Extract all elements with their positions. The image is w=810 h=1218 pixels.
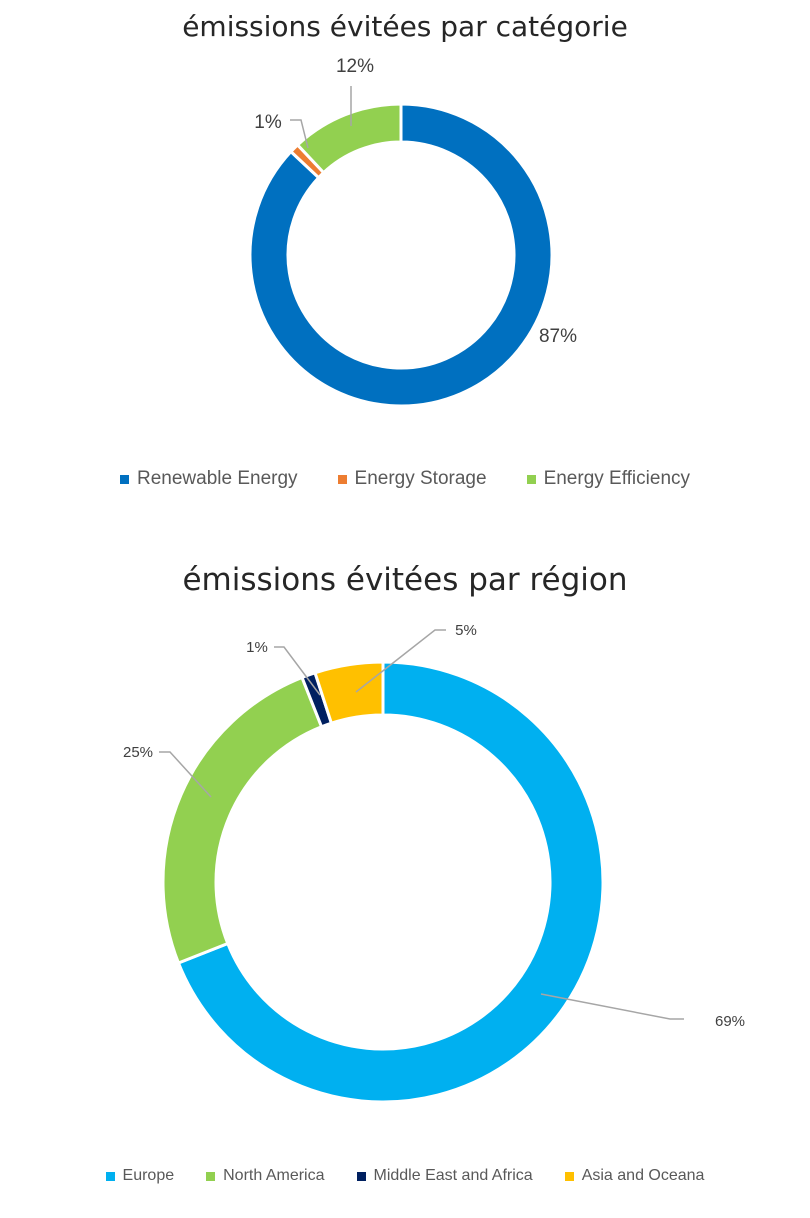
legend-item: Energy Efficiency bbox=[526, 468, 691, 490]
data-label: 1% bbox=[254, 112, 282, 133]
legend-label: Europe bbox=[122, 1167, 175, 1184]
leader-line bbox=[159, 751, 212, 798]
leader-line bbox=[355, 629, 446, 693]
legend-label: North America bbox=[223, 1167, 325, 1184]
legend-swatch bbox=[206, 1171, 216, 1181]
chart-region: émissions évitées par région 69% 25% 1% 5% … bbox=[0, 540, 810, 1218]
chart-legend: Europe North America Middle East and Afr… bbox=[0, 1167, 810, 1185]
legend-item: Middle East and Africa bbox=[356, 1167, 533, 1185]
legend-swatch bbox=[356, 1171, 366, 1181]
legend-label: Renewable Energy bbox=[136, 468, 298, 489]
leader-line bbox=[274, 646, 321, 696]
donut-plot: 87% 1% 12% bbox=[248, 56, 577, 408]
data-label: 69% bbox=[715, 1013, 745, 1030]
data-label: 12% bbox=[336, 56, 374, 77]
donut-plot: 69% 25% 1% 5% bbox=[123, 622, 745, 1104]
donut-slice-asia-and-oceana bbox=[313, 660, 385, 726]
donut-slice-north-america bbox=[161, 675, 324, 965]
leader-line bbox=[290, 119, 309, 149]
chart-legend: Renewable Energy Energy Storage Energy E… bbox=[0, 468, 810, 490]
chart-category: émissions évitées par catégorie 87% 1% 12%… bbox=[0, 0, 810, 520]
donut-slice-renewable-energy bbox=[248, 102, 554, 408]
legend-swatch bbox=[564, 1171, 574, 1181]
donut-slice-energy-efficiency bbox=[295, 102, 403, 175]
leader-line bbox=[540, 993, 684, 1020]
legend-label: Energy Efficiency bbox=[543, 468, 691, 489]
legend-item: Asia and Oceana bbox=[564, 1167, 705, 1185]
chart-title: émissions évitées par région bbox=[182, 562, 628, 598]
chart-title: émissions évitées par catégorie bbox=[182, 10, 628, 43]
legend-label: Middle East and Africa bbox=[373, 1167, 533, 1184]
legend-item: North America bbox=[206, 1167, 325, 1185]
donut-slice-europe bbox=[176, 660, 605, 1104]
legend-swatch bbox=[105, 1171, 115, 1181]
legend-item: Energy Storage bbox=[337, 468, 487, 490]
data-label: 25% bbox=[123, 744, 153, 761]
legend-label: Asia and Oceana bbox=[581, 1167, 705, 1184]
data-label: 5% bbox=[455, 622, 477, 639]
legend-swatch bbox=[119, 474, 129, 484]
legend-swatch bbox=[526, 474, 536, 484]
data-label: 1% bbox=[246, 639, 268, 656]
data-label: 87% bbox=[539, 326, 577, 347]
legend-label: Energy Storage bbox=[354, 468, 487, 489]
legend-item: Renewable Energy bbox=[119, 468, 298, 490]
legend-item: Europe bbox=[105, 1167, 175, 1185]
legend-swatch bbox=[337, 474, 347, 484]
